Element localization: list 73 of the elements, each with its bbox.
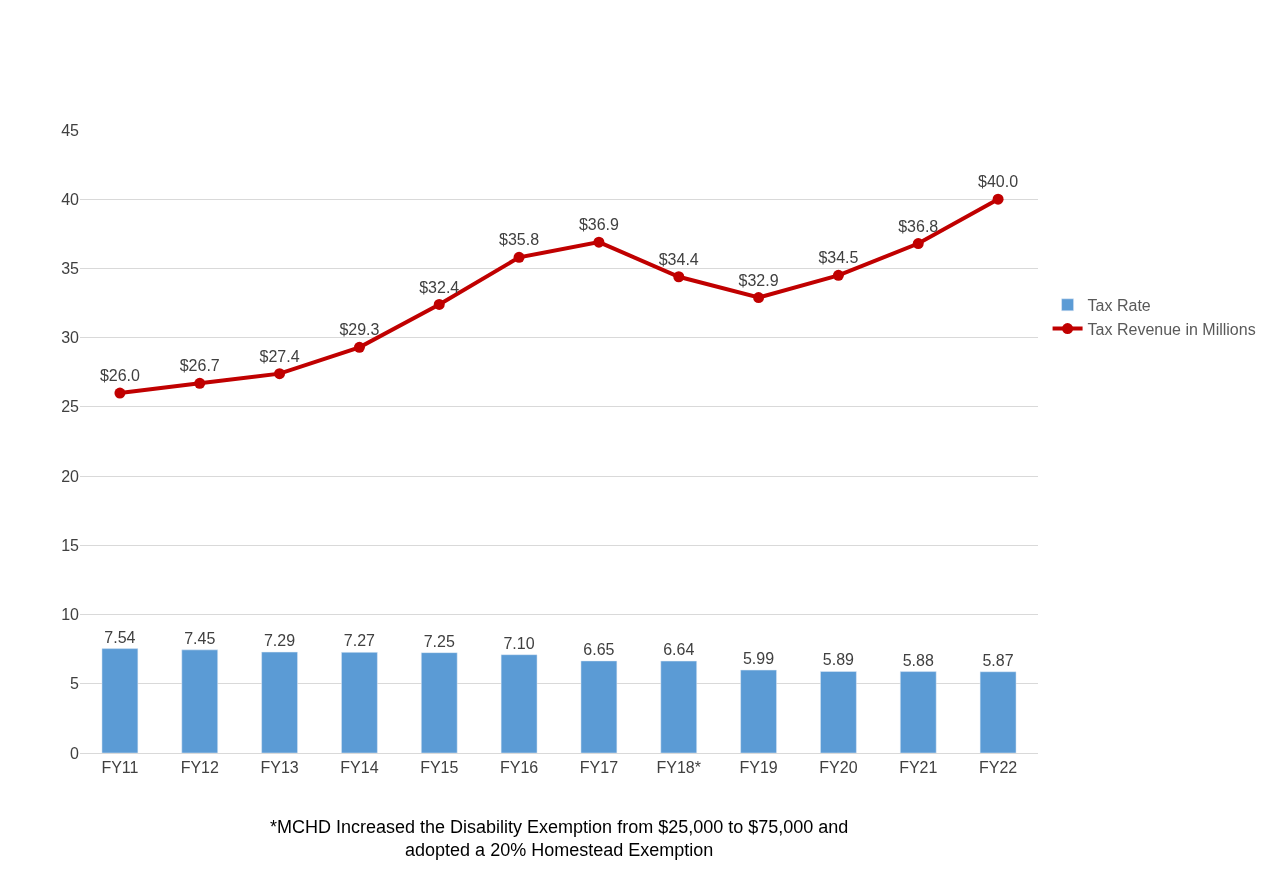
bar	[740, 669, 777, 753]
y-tick-label: 40	[61, 190, 80, 208]
data-label: 7.27	[343, 632, 376, 650]
x-tick-label: FY12	[180, 759, 219, 777]
x-tick-label: FY18*	[656, 759, 701, 777]
bar	[580, 660, 618, 753]
data-label: 7.25	[423, 632, 455, 650]
data-label: 7.54	[104, 628, 136, 646]
data-label: 5.99	[742, 650, 775, 668]
bar	[500, 654, 538, 753]
bar	[660, 660, 697, 753]
point	[673, 271, 685, 283]
bar	[900, 671, 937, 753]
text: *MCHD Increased the Disability Exemption from $25,000 to $75,000 and adopted a 20% Homestead Exemption	[270, 817, 849, 861]
y-tick-label: 0	[70, 744, 80, 762]
data-label: $32.4	[419, 278, 460, 296]
y-tick-label: 35	[61, 260, 80, 278]
data-label: $36.8	[898, 217, 939, 235]
data-label: $27.4	[259, 347, 300, 365]
data-label: 5.89	[822, 651, 855, 669]
data-label: $34.5	[818, 249, 859, 267]
point	[194, 377, 206, 389]
data-label: $32.9	[738, 271, 779, 289]
bar	[421, 652, 458, 753]
x-tick-label: FY22	[978, 759, 1018, 777]
data-label: 5.88	[902, 651, 934, 669]
y-tick-label: 15	[61, 536, 80, 554]
x-tick-label: FY11	[101, 759, 139, 777]
bar	[261, 651, 298, 753]
x-tick-label: FY17	[579, 759, 619, 777]
point	[832, 269, 844, 281]
point	[274, 368, 286, 380]
x-tick-label: FY21	[899, 759, 938, 777]
x-tick-label: FY16	[499, 759, 539, 777]
x-tick-label: FY13	[260, 759, 299, 777]
legend-label: Tax Rate	[1087, 297, 1151, 315]
bar	[979, 671, 1017, 753]
data-label: $26.0	[99, 367, 141, 385]
point	[353, 341, 365, 353]
point	[912, 238, 924, 250]
data-label: 5.87	[982, 651, 1014, 669]
legend-label: Tax Revenue in Millions	[1087, 320, 1256, 338]
x-tick-label: FY20	[819, 759, 858, 777]
point	[114, 387, 126, 399]
y-tick-label: 30	[61, 329, 80, 347]
data-label: $26.7	[179, 357, 220, 375]
point	[433, 298, 445, 310]
point	[593, 236, 605, 248]
data-label: $40.0	[978, 173, 1019, 191]
data-label: 6.64	[663, 641, 695, 659]
y-tick-label: 10	[61, 606, 80, 624]
bar	[101, 648, 139, 753]
x-tick-label: FY15	[420, 759, 459, 777]
data-label: 7.29	[263, 632, 296, 650]
y-tick-label: 20	[61, 467, 80, 485]
y-tick-label: 45	[61, 121, 80, 139]
point	[753, 292, 765, 304]
y-tick-label: 25	[61, 398, 80, 416]
x-tick-label: FY19	[739, 759, 778, 777]
data-label: $35.8	[499, 231, 540, 249]
point	[513, 251, 525, 263]
data-label: 6.65	[583, 640, 615, 658]
bar	[341, 652, 378, 753]
data-label: $36.9	[578, 216, 620, 234]
data-label: $29.3	[339, 321, 380, 339]
x-tick-label: FY14	[340, 759, 379, 777]
data-label: $34.4	[658, 250, 699, 268]
data-label: 7.10	[503, 634, 535, 652]
point	[992, 193, 1004, 205]
data-label: 7.45	[184, 629, 216, 647]
bar	[820, 671, 857, 753]
y-tick-label: 5	[70, 675, 80, 693]
bar	[181, 649, 218, 753]
